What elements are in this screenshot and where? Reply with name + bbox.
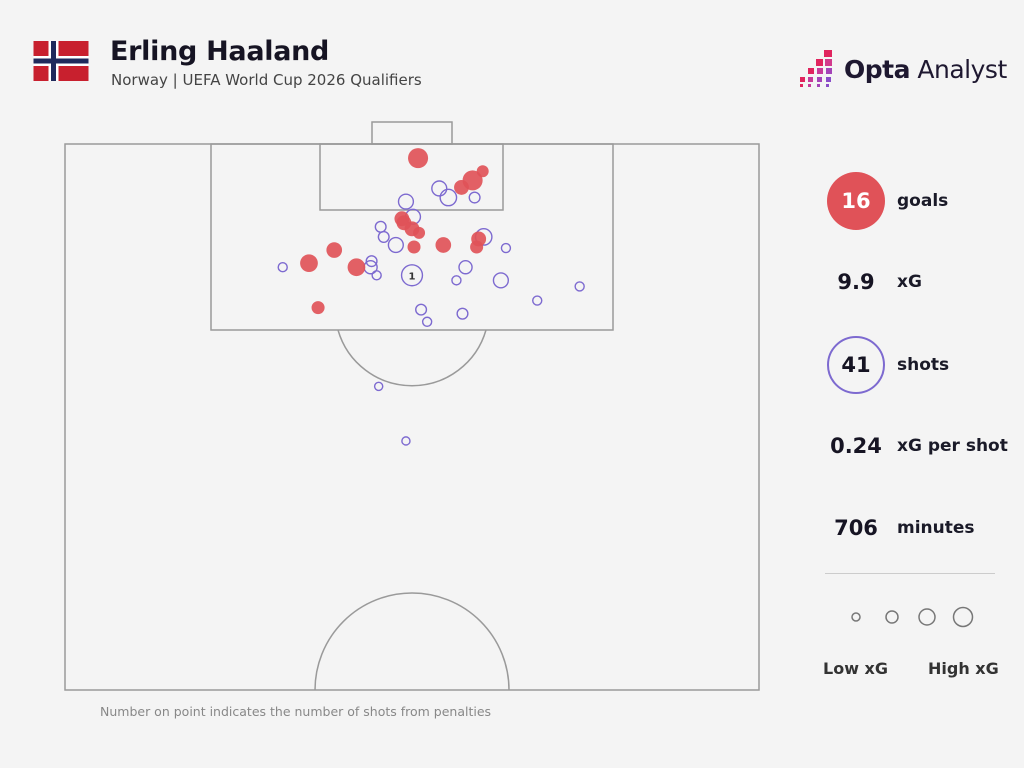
penalty-count-label: 1 xyxy=(409,271,416,282)
goal-point xyxy=(454,180,469,195)
shot-point xyxy=(400,264,424,287)
stat-goals: 16 goals xyxy=(827,172,948,230)
goal-point xyxy=(311,301,325,315)
logo-text-rest: Analyst xyxy=(909,54,1007,84)
goals-value: 16 xyxy=(827,172,885,230)
xg-size-legend xyxy=(851,606,974,628)
goal-point xyxy=(413,226,426,239)
shot-point xyxy=(401,436,411,446)
logo-text-bold: Opta xyxy=(844,54,910,84)
goal-point xyxy=(326,242,343,258)
norway-flag-icon xyxy=(33,41,89,81)
stat-shots: 41 shots xyxy=(827,336,949,394)
stat-xg-per-shot: 0.24 xG per shot xyxy=(827,434,1008,458)
penalty-arc xyxy=(337,329,487,387)
goal-point xyxy=(408,148,429,169)
shot-point xyxy=(574,281,585,292)
shot-point xyxy=(468,191,481,204)
xg-per-shot-label: xG per shot xyxy=(897,436,1008,456)
legend-high-xg: High xG xyxy=(928,659,999,678)
shot-point xyxy=(451,275,462,286)
goal-point xyxy=(476,165,489,178)
opta-logo-icon xyxy=(800,50,832,87)
shot-point xyxy=(371,270,382,281)
shot-point xyxy=(387,236,404,254)
legend-circle-4 xyxy=(952,606,974,628)
shot-point xyxy=(532,295,543,306)
footnote: Number on point indicates the number of … xyxy=(100,704,492,719)
minutes-label: minutes xyxy=(897,518,975,538)
shot-point xyxy=(456,307,469,320)
shots-label: shots xyxy=(897,355,950,375)
shot-point xyxy=(492,272,510,289)
goal-point xyxy=(407,240,421,254)
minutes-value: 706 xyxy=(834,516,878,540)
centre-circle xyxy=(314,592,510,691)
legend-circle-3 xyxy=(918,608,936,626)
shot-point xyxy=(421,316,433,327)
opta-analyst-logo: Opta Analyst xyxy=(798,50,1007,88)
shot-point xyxy=(377,230,390,243)
shot-point xyxy=(397,193,415,210)
shot-point xyxy=(439,188,458,207)
xg-label: xG xyxy=(897,272,922,292)
competition-subtitle: Norway | UEFA World Cup 2026 Qualifiers xyxy=(111,71,422,89)
stat-xg: 9.9 xG xyxy=(827,270,922,294)
shot-point xyxy=(415,303,428,316)
shot-point xyxy=(500,242,512,254)
legend-low-xg: Low xG xyxy=(823,659,888,678)
shot-point xyxy=(277,262,288,273)
shot-point xyxy=(365,255,378,268)
goal-point xyxy=(300,254,318,273)
shot-point xyxy=(373,381,384,392)
penalty-box xyxy=(210,143,614,331)
xg-per-shot-value: 0.24 xyxy=(830,434,882,458)
shot-point xyxy=(431,180,448,197)
legend-circle-1 xyxy=(851,612,861,622)
stat-minutes: 706 minutes xyxy=(827,516,975,540)
xg-value: 9.9 xyxy=(837,270,875,294)
goal-point xyxy=(470,240,484,254)
player-name: Erling Haaland xyxy=(110,36,330,67)
pitch-lines xyxy=(64,121,760,691)
goals-label: goals xyxy=(897,191,949,211)
legend-circle-2 xyxy=(885,610,899,624)
goal-point xyxy=(347,258,366,277)
divider xyxy=(825,573,995,574)
shot-point xyxy=(374,220,387,233)
shots-value: 41 xyxy=(827,336,885,394)
shot-point xyxy=(458,259,473,275)
goal-point xyxy=(435,237,452,253)
goal xyxy=(371,121,453,145)
